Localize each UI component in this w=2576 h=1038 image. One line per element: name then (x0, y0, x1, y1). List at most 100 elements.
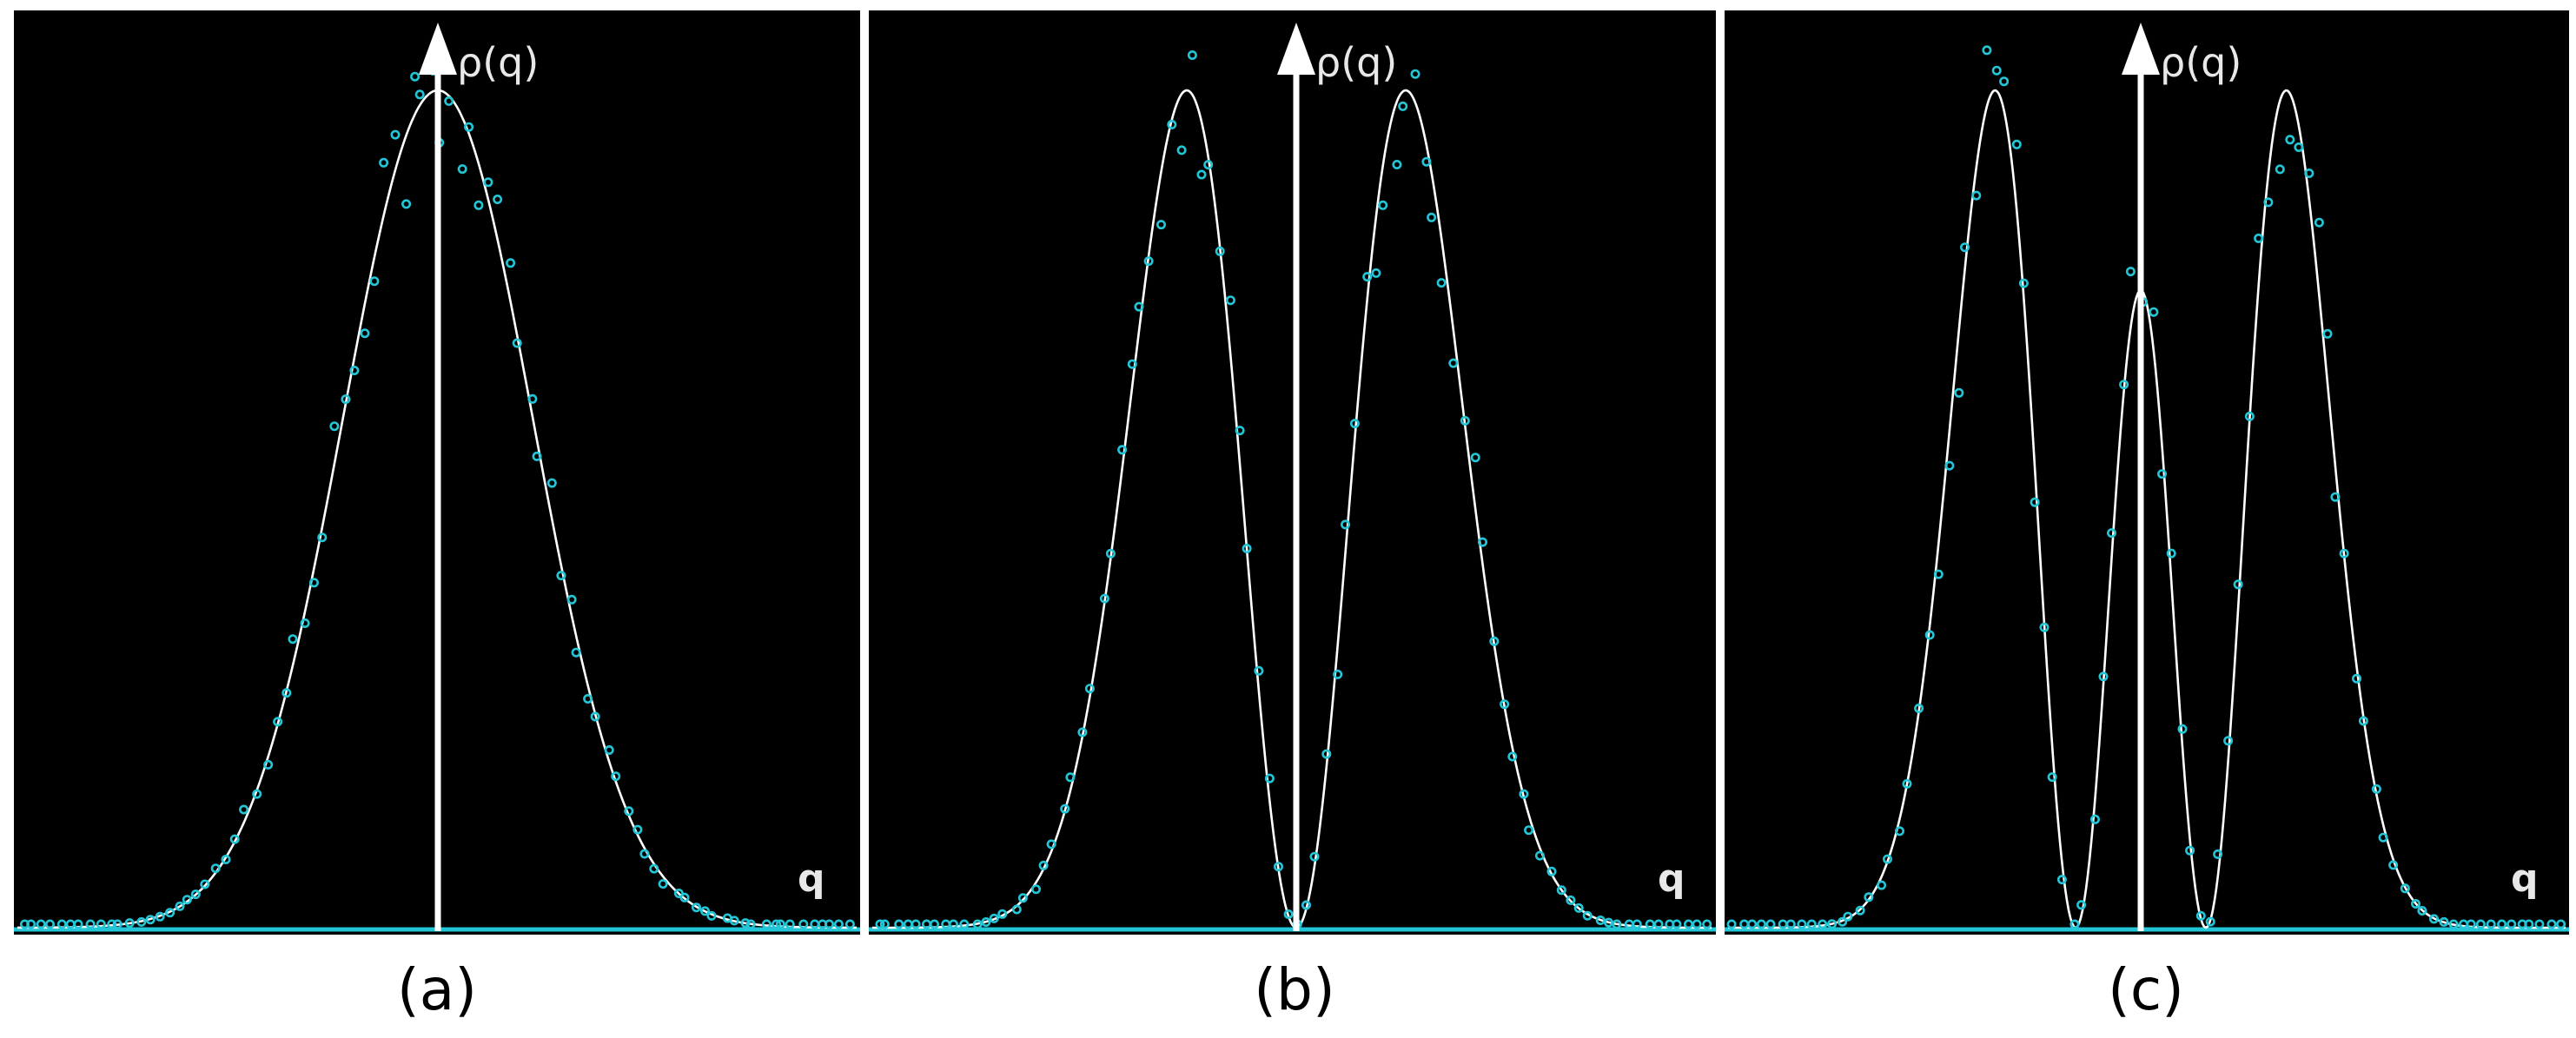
data-point (989, 913, 999, 923)
data-point (624, 806, 634, 817)
data-point (1944, 460, 1955, 471)
data-point (2090, 814, 2101, 824)
data-point (239, 804, 249, 815)
data-point (1215, 246, 1225, 256)
panel-a-points (19, 66, 855, 929)
data-point (2107, 528, 2117, 539)
panel-c-points (1726, 45, 2566, 929)
data-point (136, 916, 147, 927)
data-point (1196, 169, 1207, 180)
data-point (2157, 469, 2168, 479)
data-point (699, 906, 710, 916)
data-point (566, 594, 577, 605)
data-point (2388, 860, 2399, 870)
data-point (1785, 919, 1796, 929)
data-point (2233, 579, 2243, 590)
data-point (1333, 669, 1343, 679)
panel-a-y-label: ρ(q) (457, 39, 539, 86)
data-point (107, 919, 117, 929)
data-point (1519, 789, 1529, 799)
data-point (1765, 919, 1776, 929)
data-point (959, 919, 970, 929)
data-point (1371, 268, 1381, 278)
data-point (493, 195, 503, 205)
data-point (1524, 825, 1534, 836)
data-point (1301, 900, 1312, 910)
data-point (2506, 919, 2517, 929)
data-point (771, 919, 782, 929)
data-point (379, 157, 389, 168)
data-point (833, 919, 844, 929)
data-point (1187, 50, 1197, 60)
data-point (229, 834, 240, 844)
data-point (1756, 919, 1766, 929)
data-point (1534, 850, 1545, 861)
data-point (546, 478, 557, 488)
data-point (512, 338, 522, 348)
data-point (2322, 328, 2333, 339)
data-point (210, 863, 221, 874)
data-point (1127, 359, 1137, 369)
data-point (2546, 919, 2557, 929)
data-point (2294, 142, 2304, 153)
data-point (1999, 76, 2010, 87)
data-point (740, 918, 751, 929)
data-point (1264, 773, 1275, 783)
panel-b-y-label: ρ(q) (1315, 39, 1397, 86)
data-point (2011, 139, 2022, 149)
data-point (1982, 45, 1992, 56)
panel-b-points (875, 50, 1712, 929)
data-point (2275, 164, 2285, 175)
data-point (1084, 684, 1095, 694)
data-point (1242, 543, 1252, 553)
data-point (604, 744, 614, 755)
data-point (2486, 919, 2496, 929)
data-point (527, 393, 538, 404)
data-point (2556, 919, 2566, 929)
data-point (1099, 593, 1109, 604)
data-point (1726, 919, 1737, 929)
data-point (2185, 845, 2195, 856)
data-point (221, 854, 231, 864)
panel-c-y-axis-arrow (2122, 23, 2160, 75)
data-point (410, 71, 421, 82)
data-point (911, 919, 921, 929)
data-point (1349, 419, 1360, 429)
data-point (1806, 919, 1817, 929)
data-point (2056, 875, 2067, 885)
data-point (56, 919, 67, 929)
data-point (1341, 519, 1351, 530)
data-point (281, 688, 292, 698)
panel-c-x-label: q (2511, 856, 2539, 901)
panel-a-x-label: q (798, 856, 825, 901)
data-point (1855, 905, 1865, 916)
data-point (1378, 200, 1388, 210)
data-point (1797, 919, 1807, 929)
data-point (263, 759, 274, 770)
data-point (2339, 548, 2349, 559)
data-point (1031, 884, 1042, 895)
data-point (611, 771, 621, 782)
data-point (1478, 537, 1488, 547)
data-point (1235, 426, 1245, 436)
panel-a-y-axis-arrow (419, 23, 457, 75)
data-point (2098, 671, 2109, 682)
data-point (2213, 849, 2223, 859)
data-point (1167, 119, 1177, 129)
data-point (1702, 919, 1712, 929)
data-point (1321, 749, 1332, 759)
data-point (1556, 885, 1566, 896)
data-point (761, 919, 771, 929)
data-point (2411, 899, 2421, 909)
data-point (1283, 909, 1294, 920)
data-point (2119, 380, 2129, 390)
data-point (691, 902, 701, 913)
data-point (1046, 839, 1056, 850)
data-point (124, 918, 135, 929)
data-point (2076, 900, 2087, 910)
data-point (2534, 919, 2545, 929)
data-point (639, 849, 650, 859)
data-point (145, 915, 156, 925)
panel-b-caption: (b) (1254, 956, 1334, 1023)
data-point (175, 901, 185, 911)
